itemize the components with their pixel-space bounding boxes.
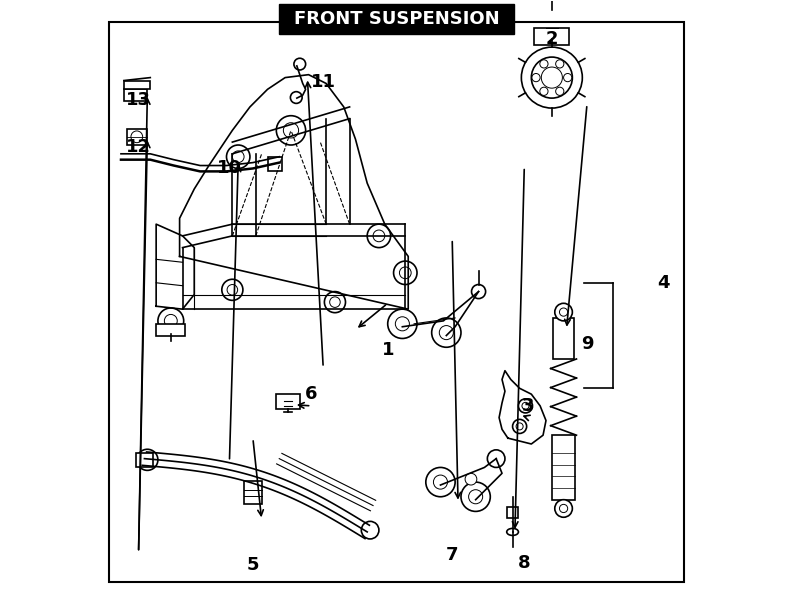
Bar (127, 128, 147, 145)
Circle shape (400, 267, 411, 279)
Circle shape (434, 475, 447, 489)
Bar (276, 394, 300, 409)
Bar (124, 81, 151, 90)
Circle shape (137, 449, 158, 471)
Text: 1: 1 (381, 341, 394, 359)
Circle shape (461, 482, 490, 511)
Circle shape (560, 308, 568, 316)
Circle shape (531, 57, 573, 98)
Circle shape (488, 450, 505, 468)
Circle shape (564, 74, 572, 82)
Bar (267, 157, 282, 171)
Circle shape (472, 284, 485, 299)
Text: FRONT SUSPENSION: FRONT SUSPENSION (293, 10, 500, 28)
Circle shape (439, 326, 454, 340)
Text: 11: 11 (311, 72, 335, 91)
Circle shape (131, 131, 143, 143)
Circle shape (396, 317, 409, 331)
Circle shape (373, 230, 385, 241)
Text: 4: 4 (657, 274, 669, 292)
Circle shape (560, 504, 568, 512)
Circle shape (283, 123, 299, 138)
Circle shape (521, 47, 582, 108)
Circle shape (556, 60, 564, 68)
Circle shape (290, 92, 302, 104)
Circle shape (227, 284, 238, 295)
Text: 3: 3 (522, 397, 534, 415)
Text: 10: 10 (217, 160, 242, 177)
Text: 8: 8 (518, 554, 531, 572)
Text: 13: 13 (126, 91, 151, 109)
Circle shape (469, 489, 483, 504)
Circle shape (516, 423, 523, 430)
Circle shape (522, 402, 529, 409)
Bar (534, 28, 569, 45)
Circle shape (519, 399, 533, 413)
Text: 7: 7 (446, 547, 458, 564)
Circle shape (294, 58, 305, 70)
Text: FRONT SUSPENSION: FRONT SUSPENSION (285, 9, 508, 28)
Circle shape (227, 145, 250, 168)
Circle shape (164, 315, 178, 327)
Text: 9: 9 (580, 335, 593, 353)
Bar (553, 318, 574, 359)
Text: 2: 2 (546, 31, 558, 48)
Circle shape (532, 74, 540, 82)
Circle shape (555, 303, 573, 321)
Circle shape (555, 499, 573, 517)
Circle shape (142, 455, 152, 465)
Circle shape (540, 60, 548, 68)
Circle shape (330, 297, 340, 307)
Circle shape (542, 67, 562, 88)
Bar (124, 90, 147, 101)
Circle shape (465, 474, 477, 485)
Circle shape (426, 468, 455, 497)
Text: 6: 6 (305, 385, 318, 403)
Text: 5: 5 (247, 557, 259, 574)
Bar (244, 481, 262, 504)
Circle shape (232, 151, 244, 163)
Circle shape (222, 279, 243, 300)
Ellipse shape (507, 528, 519, 535)
Bar (156, 324, 186, 336)
Bar (507, 507, 519, 518)
Text: 12: 12 (126, 138, 151, 155)
Circle shape (540, 87, 548, 95)
Circle shape (393, 261, 417, 284)
Circle shape (431, 318, 461, 348)
Circle shape (556, 87, 564, 95)
Bar (552, 435, 575, 499)
Circle shape (276, 115, 305, 145)
Circle shape (158, 308, 184, 334)
Circle shape (367, 224, 391, 247)
Circle shape (324, 292, 346, 313)
Circle shape (388, 309, 417, 339)
Circle shape (362, 521, 379, 539)
Bar (136, 453, 153, 468)
Circle shape (512, 419, 527, 434)
